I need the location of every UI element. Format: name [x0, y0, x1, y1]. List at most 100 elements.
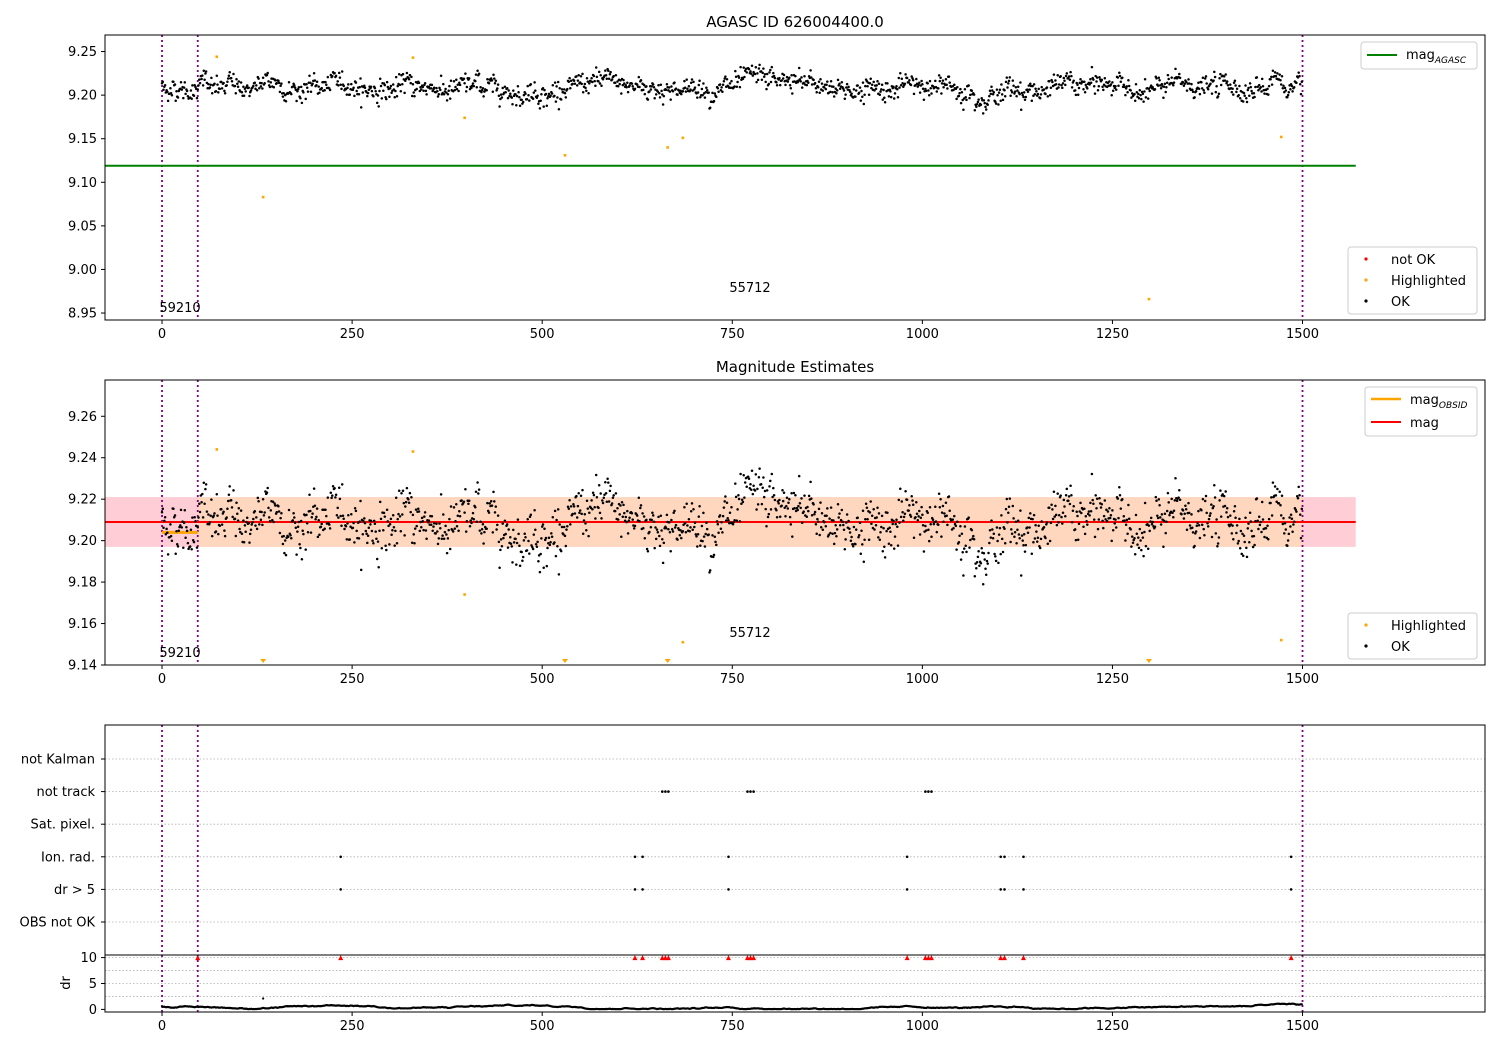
ok-point: [1235, 90, 1238, 94]
ok-point: [867, 538, 871, 541]
ok-point: [275, 81, 279, 85]
ok-point: [383, 83, 387, 87]
ok-point: [532, 533, 536, 536]
ok-point: [1300, 507, 1304, 511]
ok-point: [512, 528, 515, 532]
ok-point: [782, 73, 786, 77]
ok-point: [1130, 545, 1133, 548]
ok-point: [693, 525, 696, 529]
ok-point: [1147, 524, 1151, 527]
ok-point: [1256, 519, 1259, 522]
ok-point: [712, 99, 716, 103]
flag-marker: [999, 855, 1002, 859]
ok-point: [299, 97, 302, 100]
ok-point: [447, 89, 450, 92]
dr-point: [262, 997, 265, 1000]
ok-point: [365, 532, 368, 535]
ok-point: [1126, 91, 1129, 94]
ok-point: [537, 559, 540, 563]
ok-point: [673, 526, 677, 529]
ok-point: [1056, 74, 1059, 77]
ok-point: [699, 95, 702, 99]
ok-point: [667, 528, 670, 531]
ok-point: [1063, 505, 1066, 508]
ok-point: [438, 86, 441, 90]
ok-point: [223, 534, 227, 538]
ok-point: [236, 82, 239, 86]
ok-point: [1233, 79, 1237, 82]
ok-point: [819, 501, 822, 504]
ok-point: [919, 516, 923, 520]
ok-point: [837, 516, 840, 519]
ok-point: [1009, 540, 1012, 544]
ok-point: [588, 82, 591, 85]
ok-point: [1039, 93, 1043, 96]
ok-point: [1141, 92, 1145, 96]
ok-point: [721, 83, 725, 87]
ok-point: [351, 526, 355, 530]
ok-point: [310, 516, 314, 519]
ok-point: [287, 508, 291, 512]
ok-point: [403, 91, 406, 95]
ok-point: [1191, 526, 1194, 529]
dr-clipped-marker: [904, 955, 910, 961]
ok-point: [994, 559, 998, 563]
ok-point: [783, 506, 786, 509]
ok-point: [235, 77, 238, 81]
ok-point: [626, 81, 629, 84]
ok-point: [1096, 89, 1100, 92]
ok-point: [1213, 75, 1217, 79]
ok-point: [347, 83, 350, 86]
ok-point: [421, 85, 425, 89]
ok-point: [1042, 88, 1046, 91]
ok-point: [680, 92, 683, 96]
ok-point: [1086, 523, 1089, 526]
ok-point: [432, 522, 436, 525]
ok-point: [835, 92, 838, 95]
ok-point: [1200, 508, 1203, 512]
ok-point: [592, 74, 596, 78]
ok-point: [298, 542, 301, 546]
ok-point: [815, 91, 818, 94]
ok-point: [899, 487, 902, 491]
ok-point: [773, 76, 777, 80]
ok-point: [613, 509, 617, 513]
ok-point: [800, 497, 803, 500]
dr-clipped-marker: [338, 955, 344, 961]
ok-point: [685, 502, 688, 505]
legend-agasc: magAGASC: [1360, 41, 1478, 70]
ok-point: [293, 521, 297, 525]
ok-point: [876, 80, 879, 83]
ok-point: [1255, 497, 1259, 500]
ok-point: [860, 529, 863, 533]
ok-point: [377, 105, 380, 108]
dr-axis-label: dr: [59, 976, 74, 990]
ok-point: [747, 477, 751, 481]
ok-point: [1082, 525, 1085, 528]
ok-point: [792, 491, 796, 495]
ok-point: [1160, 82, 1164, 86]
flag-marker: [1289, 855, 1293, 859]
ok-point: [1164, 531, 1167, 535]
ok-point: [1134, 83, 1138, 86]
ok-point: [1062, 498, 1066, 502]
ok-point: [1191, 531, 1195, 534]
ok-point: [1203, 499, 1207, 503]
ok-point: [612, 494, 615, 497]
ok-point: [331, 484, 335, 488]
ok-point: [608, 72, 612, 76]
ok-point: [682, 523, 685, 527]
ok-point: [317, 85, 320, 88]
ok-point: [742, 473, 745, 477]
x-tick-label: 1000: [906, 1019, 939, 1034]
ok-point: [958, 91, 961, 95]
ok-point: [897, 498, 901, 502]
ok-point: [410, 541, 414, 544]
ok-point: [560, 525, 564, 529]
ok-point: [1172, 509, 1176, 512]
ok-point: [1138, 527, 1142, 531]
ok-point: [770, 472, 774, 476]
ok-point: [745, 485, 748, 488]
ok-point: [184, 536, 187, 540]
ok-point: [404, 77, 408, 81]
